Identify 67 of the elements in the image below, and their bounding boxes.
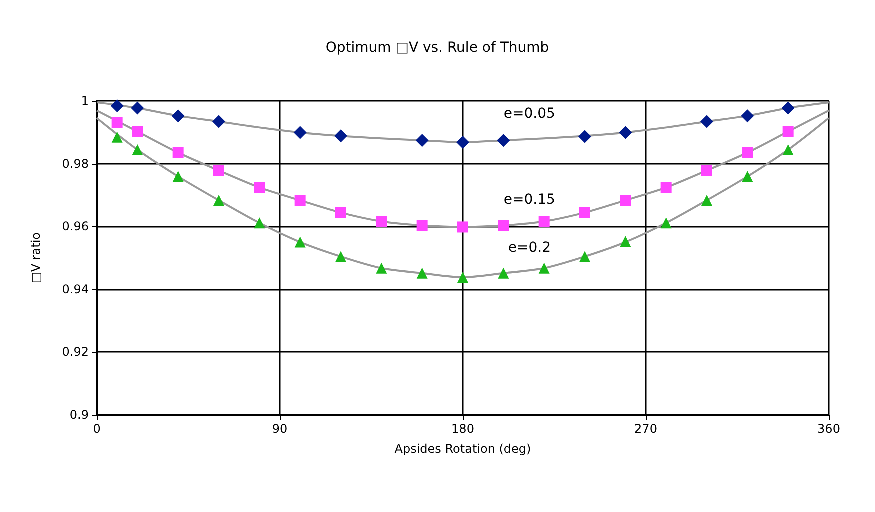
point — [742, 171, 754, 182]
point — [294, 195, 306, 206]
point — [497, 134, 510, 148]
point — [131, 102, 144, 115]
point — [112, 117, 123, 128]
point — [700, 115, 714, 128]
series-label: e=0.2 — [508, 240, 551, 256]
y-tick-label: 1 — [81, 94, 89, 108]
point — [741, 110, 754, 123]
point — [212, 115, 226, 128]
x-tick-label: 270 — [634, 422, 658, 436]
point — [294, 126, 307, 140]
point — [376, 262, 388, 274]
point — [538, 262, 550, 274]
point — [112, 132, 123, 143]
x-tick-label: 360 — [818, 422, 840, 436]
point — [498, 220, 510, 232]
point — [458, 222, 468, 233]
point — [538, 216, 550, 228]
point — [294, 236, 306, 248]
y-tick-label: 0.94 — [62, 282, 89, 296]
point — [336, 207, 346, 218]
point — [416, 268, 428, 279]
point — [172, 110, 185, 123]
point — [782, 102, 795, 115]
point — [578, 130, 592, 144]
y-tick-label: 0.96 — [62, 220, 89, 234]
point — [334, 130, 348, 143]
point — [660, 182, 672, 194]
x-tick-label: 90 — [272, 422, 288, 436]
series-label: e=0.15 — [504, 192, 556, 208]
point — [702, 195, 712, 206]
series-label: e=0.05 — [504, 106, 556, 122]
point — [782, 144, 794, 156]
point — [172, 147, 184, 158]
point — [620, 195, 632, 206]
point — [214, 195, 224, 206]
point — [619, 126, 632, 140]
point — [580, 251, 590, 262]
chart-title: Optimum □V vs. Rule of Thumb — [326, 40, 550, 56]
x-tick-label: 0 — [93, 422, 101, 436]
y-tick-label: 0.92 — [62, 345, 89, 360]
point — [254, 182, 266, 194]
point — [132, 144, 144, 156]
point — [214, 165, 224, 176]
point — [172, 171, 184, 182]
point — [254, 218, 266, 229]
x-axis-title: Apsides Rotation (deg) — [394, 442, 532, 456]
point — [376, 216, 388, 228]
point — [416, 134, 429, 148]
point — [110, 100, 124, 113]
point — [456, 136, 470, 149]
point — [742, 147, 754, 158]
point — [660, 218, 672, 229]
point — [458, 272, 468, 283]
x-tick-label: 180 — [452, 422, 474, 436]
point — [580, 207, 590, 218]
point — [782, 126, 794, 138]
point — [620, 236, 632, 248]
point — [416, 220, 428, 232]
point — [702, 165, 712, 176]
y-tick-label: 0.98 — [62, 156, 89, 171]
point — [498, 268, 510, 279]
point — [336, 251, 346, 262]
point — [132, 126, 144, 138]
y-axis-title: □V ratio — [29, 232, 43, 284]
y-tick-label: 0.9 — [70, 408, 89, 422]
